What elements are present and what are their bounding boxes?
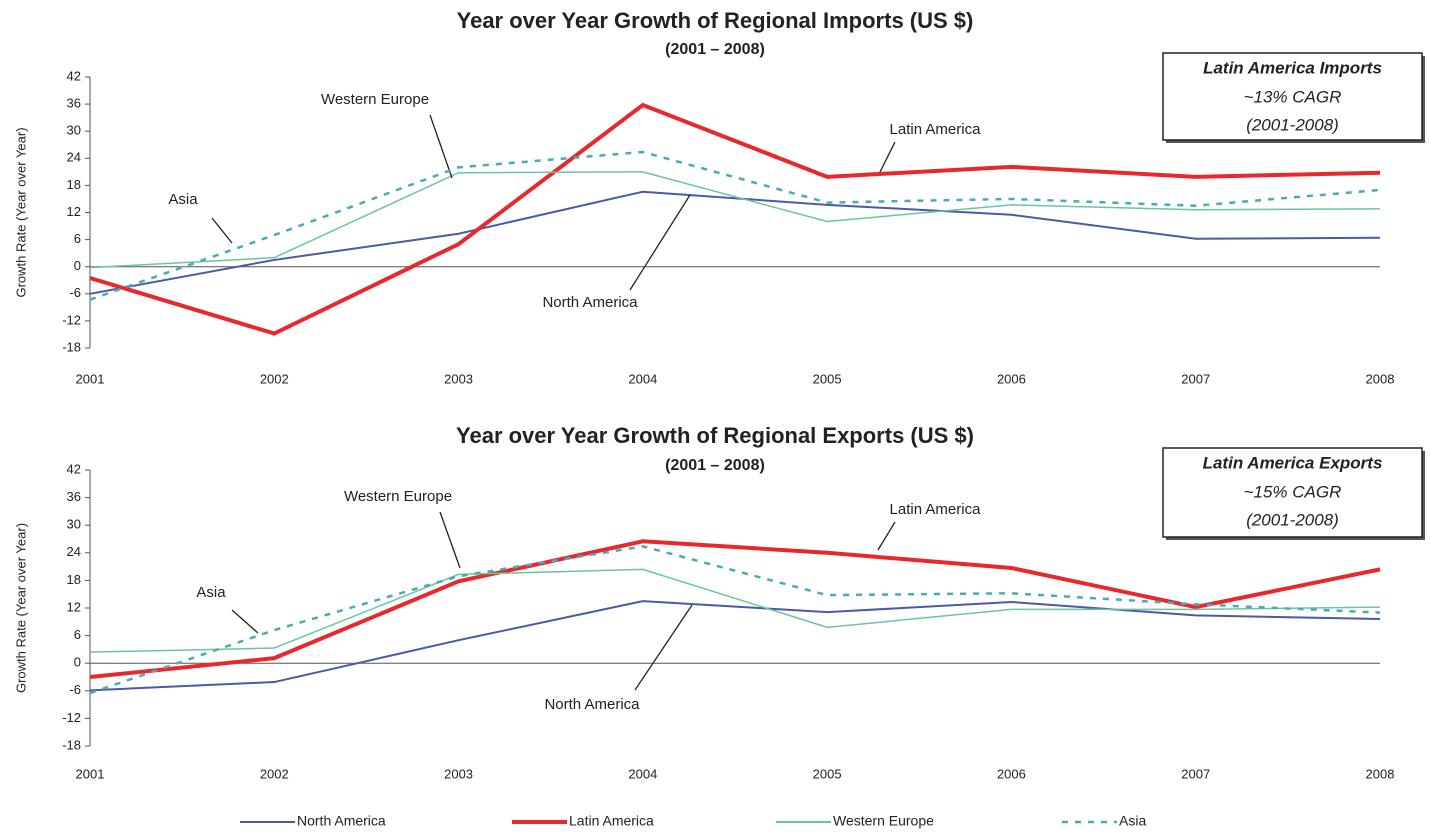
y-tick-label: -18 <box>62 339 81 354</box>
series-annotation: Western Europe <box>344 488 452 505</box>
y-tick-label: 36 <box>67 489 81 504</box>
y-tick-label: 42 <box>67 68 81 83</box>
annotation-leader <box>879 141 896 173</box>
y-tick-label: 36 <box>67 96 81 111</box>
y-axis-label: Growth Rate (Year over Year) <box>13 523 28 693</box>
chart-title: Year over Year Growth of Regional Import… <box>457 8 974 33</box>
series-annotation: Latin America <box>890 121 982 138</box>
y-tick-label: -12 <box>62 312 81 327</box>
x-tick-label: 2006 <box>997 371 1026 386</box>
series-annotation: Asia <box>168 191 198 208</box>
annotation-box <box>1162 447 1423 538</box>
annotation-line: (2001-2008) <box>1246 115 1339 134</box>
chart-subtitle: (2001 – 2008) <box>665 457 765 474</box>
y-tick-label: -6 <box>69 285 81 300</box>
x-tick-label: 2004 <box>628 371 657 386</box>
x-tick-label: 2008 <box>1366 766 1395 781</box>
chart-subtitle: (2001 – 2008) <box>665 41 765 58</box>
x-tick-label: 2008 <box>1366 371 1395 386</box>
annotation-leader <box>877 521 896 551</box>
annotation-leader <box>634 604 693 691</box>
y-tick-label: 18 <box>67 177 81 192</box>
series-annotation: North America <box>544 696 640 713</box>
x-tick-label: 2002 <box>260 371 289 386</box>
y-tick-label: 30 <box>67 123 81 138</box>
annotation-title: Latin America Imports <box>1203 58 1382 77</box>
y-tick-label: 12 <box>67 599 81 614</box>
y-axis-label: Growth Rate (Year over Year) <box>13 127 28 297</box>
x-tick-label: 2007 <box>1181 766 1210 781</box>
y-tick-label: 30 <box>67 517 81 532</box>
y-tick-label: 0 <box>74 655 81 670</box>
series-annotation: Asia <box>196 584 226 601</box>
annotation-leader <box>231 609 259 634</box>
x-tick-label: 2003 <box>444 371 473 386</box>
y-tick-label: -18 <box>62 737 81 752</box>
x-tick-label: 2005 <box>813 766 842 781</box>
series-line <box>89 568 1381 653</box>
annotation-line: (2001-2008) <box>1246 510 1339 529</box>
x-tick-label: 2005 <box>813 371 842 386</box>
series-line <box>89 600 1381 692</box>
x-tick-label: 2002 <box>260 766 289 781</box>
annotation-line: ~15% CAGR <box>1244 482 1342 501</box>
chart-title: Year over Year Growth of Regional Export… <box>456 423 974 448</box>
y-tick-label: 42 <box>67 461 81 476</box>
series-line <box>89 539 1381 679</box>
y-tick-label: 24 <box>67 544 81 559</box>
x-tick-label: 2007 <box>1181 371 1210 386</box>
series-line <box>89 171 1381 269</box>
y-tick-label: 6 <box>74 627 81 642</box>
series-line <box>89 545 1381 695</box>
annotation-title: Latin America Exports <box>1203 453 1383 472</box>
legend-label: Latin America <box>569 813 654 829</box>
y-tick-label: 12 <box>67 204 81 219</box>
x-tick-label: 2003 <box>444 766 473 781</box>
legend-label: Asia <box>1119 813 1146 829</box>
annotation-leader <box>439 511 461 569</box>
annotation-box <box>1162 52 1423 141</box>
series-annotation: Western Europe <box>321 91 429 108</box>
x-tick-label: 2006 <box>997 766 1026 781</box>
y-tick-label: 18 <box>67 572 81 587</box>
y-tick-label: -6 <box>69 682 81 697</box>
annotation-leader <box>211 217 233 244</box>
y-tick-label: 0 <box>74 258 81 273</box>
x-tick-label: 2001 <box>76 371 105 386</box>
legend-label: North America <box>297 813 386 829</box>
y-tick-label: -12 <box>62 710 81 725</box>
series-annotation: North America <box>542 294 638 311</box>
y-tick-label: 24 <box>67 150 81 165</box>
series-line <box>89 150 1381 301</box>
y-tick-label: 6 <box>74 231 81 246</box>
annotation-leader <box>429 114 453 179</box>
annotation-line: ~13% CAGR <box>1244 87 1342 106</box>
series-annotation: Latin America <box>890 501 982 518</box>
x-tick-label: 2001 <box>76 766 105 781</box>
x-tick-label: 2004 <box>628 766 657 781</box>
legend-label: Western Europe <box>833 813 934 829</box>
annotation-leader <box>629 194 691 291</box>
series-line <box>89 190 1381 295</box>
series-line <box>89 102 1381 336</box>
